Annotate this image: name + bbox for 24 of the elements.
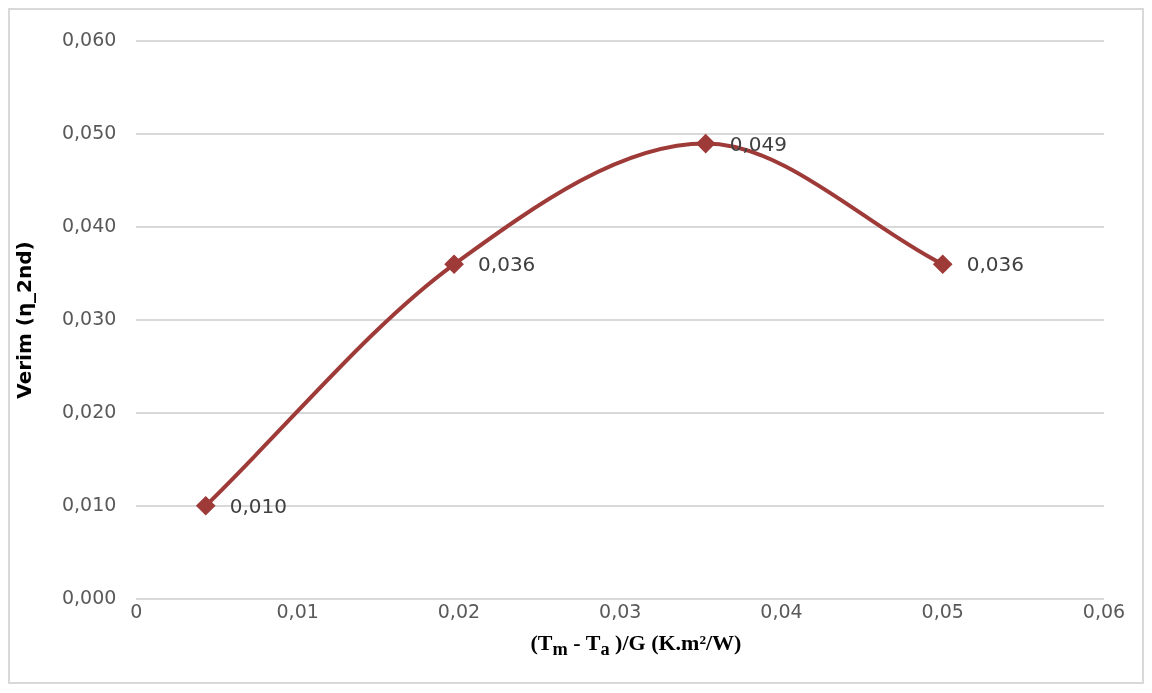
x-tick-label: 0,03 xyxy=(599,599,642,622)
y-tick-label: 0,010 xyxy=(61,492,117,515)
y-tick-label: 0,050 xyxy=(61,121,117,144)
point xyxy=(696,134,715,153)
point xyxy=(445,255,464,274)
point xyxy=(196,496,215,515)
data-label: 0,036 xyxy=(966,252,1024,277)
point xyxy=(933,255,952,274)
x-tick-label: 0,05 xyxy=(921,599,964,622)
data-label: 0,036 xyxy=(478,252,536,277)
x-tick-label: 0,01 xyxy=(276,599,319,622)
data-label: 0,049 xyxy=(729,131,787,156)
y-tick-label: 0,030 xyxy=(61,306,117,329)
x-axis-title: (T$_{m}$ - T$_{a}$ )/G (K.m²/W) xyxy=(529,630,743,661)
y-tick-label: 0,020 xyxy=(61,399,117,422)
x-tick-label: 0,04 xyxy=(760,599,803,622)
data-label: 0,010 xyxy=(229,493,287,518)
y-tick-label: 0,060 xyxy=(61,28,117,51)
y-axis-title: Verim (η_2nd) xyxy=(12,241,37,399)
x-tick-label: 0,02 xyxy=(437,599,481,622)
y-tick-label: 0,000 xyxy=(61,585,117,608)
x-tick-label: 0 xyxy=(130,599,143,622)
y-tick-label: 0,040 xyxy=(61,214,117,237)
x-tick-label: 0,06 xyxy=(1082,599,1126,622)
